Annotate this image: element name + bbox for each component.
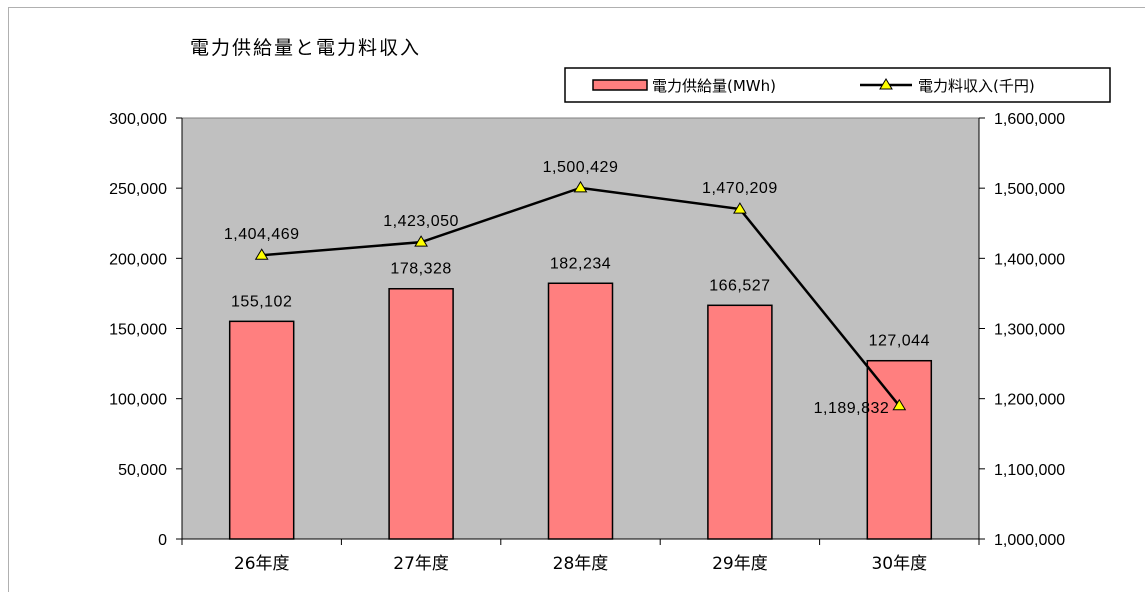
data-labels: 155,102 178,328 182,234 166,527 127,044 1,404… — [224, 159, 930, 417]
bar — [866, 359, 933, 540]
y-right-tick-label: 1,100,000 — [994, 462, 1065, 479]
y-right-tick-label: 1,600,000 — [994, 111, 1065, 128]
legend: 電力供給量(MWh) 電力料収入(千円) — [564, 67, 1111, 103]
y-left-tick-label: 150,000 — [109, 322, 167, 339]
chart-title: 電力供給量と電力料収入 — [190, 37, 421, 59]
line-point-marker — [733, 202, 747, 214]
bar-data-label: 127,044 — [869, 333, 930, 350]
y-left-tick-label: 200,000 — [109, 251, 167, 268]
y-right-tick-label: 1,400,000 — [994, 251, 1065, 268]
x-category-label: 26年度 — [234, 554, 290, 574]
legend-bar-label: 電力供給量(MWh) — [652, 77, 776, 95]
bar-data-label: 155,102 — [231, 293, 292, 310]
bar-data-label: 178,328 — [390, 261, 451, 278]
legend-box — [564, 67, 1111, 103]
line-data-label: 1,500,429 — [543, 159, 619, 176]
bar — [228, 320, 295, 540]
line-data-label: 1,470,209 — [702, 180, 778, 197]
y-left-tick-label: 50,000 — [118, 462, 167, 479]
bar-series — [228, 282, 933, 540]
y-left-tick-label: 300,000 — [109, 111, 167, 128]
line-data-label: 1,423,050 — [383, 213, 459, 230]
legend-bar-swatch — [592, 79, 648, 91]
legend-line-label: 電力料収入(千円) — [918, 77, 1035, 95]
line-point-marker — [414, 235, 428, 247]
bar — [547, 282, 614, 540]
line-point-marker — [254, 248, 269, 260]
line-data-label: 1,404,469 — [224, 226, 300, 243]
line-point-marker — [892, 398, 907, 411]
legend-line-marker — [879, 78, 893, 90]
y-right-tick-label: 1,200,000 — [994, 392, 1065, 409]
x-category-label: 27年度 — [393, 554, 449, 574]
line-data-label: 1,189,832 — [814, 400, 890, 417]
bar-data-label: 166,527 — [709, 277, 770, 294]
y-left-tick-label: 100,000 — [109, 392, 167, 409]
line-point-marker — [573, 180, 588, 193]
y-left-tick-label: 250,000 — [109, 181, 167, 198]
y-right-tick-label: 1,300,000 — [994, 322, 1065, 339]
chart-frame — [8, 7, 1145, 592]
bar — [707, 304, 773, 540]
y-right-tick-label: 1,500,000 — [994, 181, 1065, 198]
y-right-tick-label: 1,000,000 — [994, 532, 1065, 549]
x-category-label: 30年度 — [871, 554, 927, 574]
line-series — [254, 180, 907, 411]
bar — [388, 287, 454, 540]
x-category-label: 28年度 — [553, 554, 609, 574]
axes: 0 50,000 100,000 150,000 200,000 250,000 300,0… — [109, 111, 1065, 574]
x-category-label: 29年度 — [712, 554, 768, 574]
bar-data-label: 182,234 — [550, 255, 611, 272]
y-left-tick-label: 0 — [158, 532, 167, 549]
